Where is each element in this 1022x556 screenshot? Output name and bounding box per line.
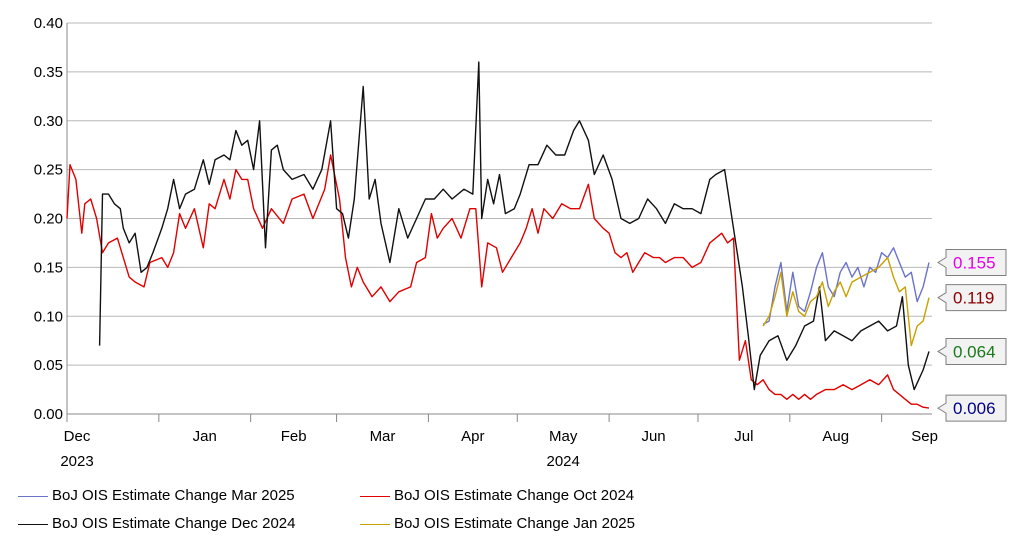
legend-label-jan-2025: BoJ OIS Estimate Change Jan 2025 [394,515,635,532]
legend-item-jan-2025: BoJ OIS Estimate Change Jan 2025 [360,514,635,534]
series-line-2 [98,61,930,391]
x-tick-label: Apr [461,428,484,445]
end-labels: 0.155 0.119 0.064 0.006 [937,248,1007,422]
x-tick-label: Sep [911,428,938,445]
y-tick-label: 0.40 [34,15,63,32]
y-tick-label: 0.35 [34,64,63,81]
x-tick-label: Jun [641,428,665,445]
end-label-box-2 [937,337,1007,365]
y-tick-label: 0.05 [34,357,63,374]
x-tick-label: Jul [734,428,753,445]
series-line-0 [762,247,930,325]
series-line-1 [66,154,930,409]
end-label-box-3 [937,394,1007,422]
legend-swatch-dec-2024 [18,523,48,525]
legend-item-mar-2025: BoJ OIS Estimate Change Mar 2025 [18,486,295,506]
legend-item-dec-2024: BoJ OIS Estimate Change Dec 2024 [18,514,295,534]
legend-label-dec-2024: BoJ OIS Estimate Change Dec 2024 [52,515,296,532]
x-tick-label: Aug [822,428,849,445]
series-lines [66,61,930,409]
chart-canvas: 0.00 0.05 0.10 0.15 0.20 0.25 0.30 0.35 0.40 Dec 2… [34,15,1007,470]
end-label-value-1: 0.119 [953,289,994,308]
gridlines [67,22,932,415]
legend-swatch-jan-2025 [360,523,390,525]
y-tick-label: 0.25 [34,162,63,179]
y-tick-label: 0.30 [34,113,63,130]
x-tick-label: Jan [193,428,217,445]
y-tick-label: 0.20 [34,211,63,228]
end-label-value-0: 0.155 [953,253,996,272]
legend-swatch-mar-2025 [18,495,48,497]
legend-label-mar-2025: BoJ OIS Estimate Change Mar 2025 [52,487,295,504]
end-label-box-0 [937,248,1007,276]
x-year-label: 2024 [547,453,580,470]
end-label-value-2: 0.064 [953,342,996,361]
end-label-value-3: 0.006 [953,399,996,418]
series-line-3 [762,256,930,347]
y-tick-label: 0.00 [34,406,63,423]
x-tick-label: May [549,428,578,445]
legend-swatch-oct-2024 [360,495,390,497]
x-year-label: 2023 [60,453,93,470]
legend-label-oct-2024: BoJ OIS Estimate Change Oct 2024 [394,487,635,504]
x-tick-label: Dec [64,428,91,445]
end-label-box-1 [937,284,1007,312]
legend-item-oct-2024: BoJ OIS Estimate Change Oct 2024 [360,486,634,506]
y-tick-label: 0.15 [34,259,63,276]
x-tick-label: Mar [370,428,396,445]
x-tick-label: Feb [281,428,307,445]
axes: 0.00 0.05 0.10 0.15 0.20 0.25 0.30 0.35 0.40 Dec 2… [34,15,938,470]
y-tick-label: 0.10 [34,308,63,325]
